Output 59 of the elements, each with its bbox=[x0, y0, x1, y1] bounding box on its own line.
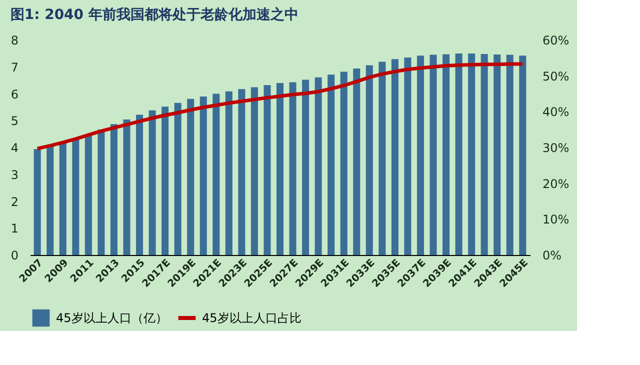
bar bbox=[340, 72, 348, 255]
y-tick-label: 3 bbox=[10, 168, 18, 182]
legend-label: 45岁以上人口占比 bbox=[202, 311, 302, 325]
bar bbox=[506, 54, 514, 255]
bar bbox=[225, 91, 232, 255]
bar bbox=[200, 96, 207, 255]
line-series bbox=[36, 62, 524, 150]
bar bbox=[162, 106, 169, 255]
y2-tick-label: 20% bbox=[542, 176, 570, 191]
y-tick-label: 4 bbox=[10, 141, 18, 155]
bar bbox=[494, 54, 501, 255]
bar bbox=[84, 134, 92, 255]
bar bbox=[72, 138, 80, 255]
bar bbox=[455, 53, 462, 255]
bar bbox=[328, 74, 335, 255]
bar bbox=[404, 57, 412, 255]
y-tick-label: 0 bbox=[10, 248, 18, 262]
bar bbox=[391, 59, 398, 255]
bar bbox=[98, 129, 105, 255]
y2-tick-label: 0% bbox=[542, 248, 562, 262]
y-tick-label: 1 bbox=[10, 222, 18, 236]
bar bbox=[416, 56, 424, 255]
bar bbox=[480, 54, 488, 255]
y2-tick-label: 50% bbox=[542, 69, 570, 84]
y-tick-label: 5 bbox=[10, 114, 18, 128]
bar bbox=[187, 98, 194, 255]
y2-tick-label: 40% bbox=[542, 105, 570, 120]
y-tick-label: 2 bbox=[10, 194, 18, 209]
bar bbox=[136, 114, 144, 255]
y-tick-label: 7 bbox=[10, 60, 18, 74]
y2-tick-label: 60% bbox=[542, 34, 570, 48]
chart-title: 图1: 2040 年前我国都将处于老龄化加速之中 bbox=[10, 6, 298, 23]
bar bbox=[46, 146, 54, 255]
bar bbox=[238, 89, 246, 255]
y-tick-label: 8 bbox=[10, 34, 18, 48]
bar bbox=[174, 102, 182, 255]
bar bbox=[519, 56, 526, 255]
bar bbox=[302, 80, 310, 255]
legend-label: 45岁以上人口（亿） bbox=[56, 311, 168, 325]
bar bbox=[212, 94, 220, 255]
y2-tick-label: 30% bbox=[542, 141, 570, 155]
bar bbox=[430, 54, 437, 255]
y-tick-label: 6 bbox=[10, 87, 18, 102]
bar bbox=[264, 85, 271, 255]
bar bbox=[289, 82, 296, 255]
bar bbox=[59, 142, 66, 255]
bar bbox=[314, 77, 322, 255]
y2-tick-label: 10% bbox=[542, 212, 570, 227]
bar bbox=[250, 87, 258, 255]
bar bbox=[110, 124, 118, 255]
bar bbox=[34, 149, 41, 255]
bar bbox=[442, 54, 450, 255]
bar bbox=[148, 110, 156, 255]
bar bbox=[123, 120, 130, 255]
bar bbox=[276, 83, 284, 255]
bar bbox=[366, 65, 373, 255]
bar bbox=[378, 62, 386, 255]
bar bbox=[468, 53, 476, 255]
bar bbox=[353, 68, 360, 255]
